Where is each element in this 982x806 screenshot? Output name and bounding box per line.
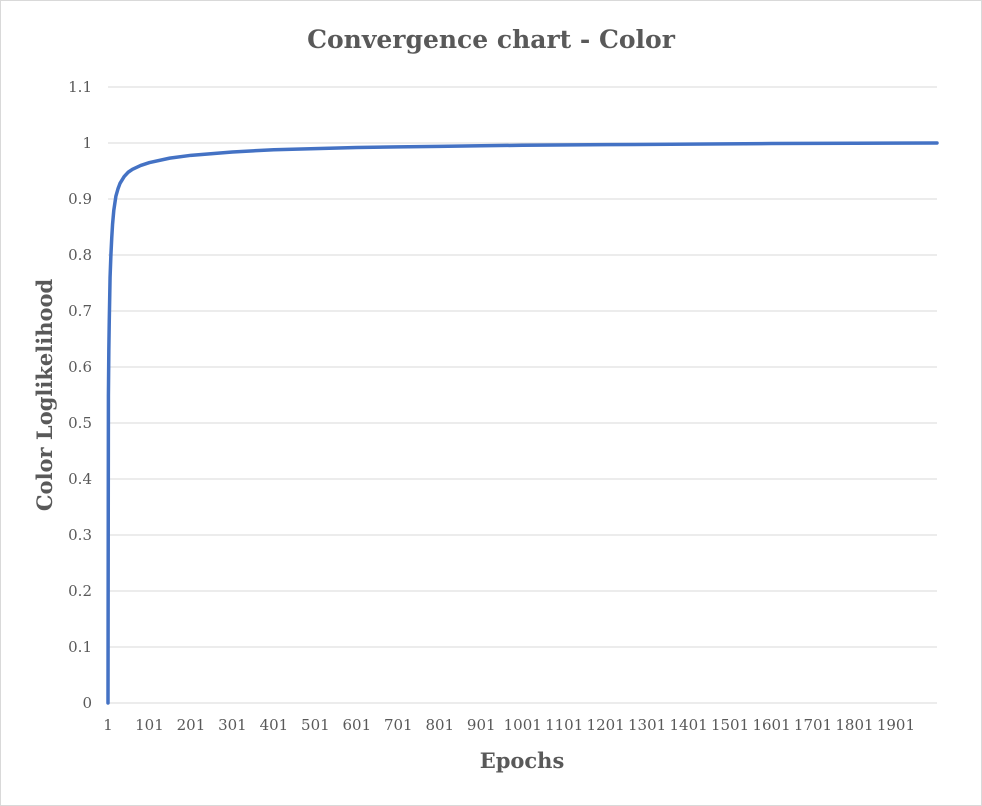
- y-tick-label: 0.4: [68, 470, 92, 488]
- y-tick-label: 0.2: [68, 582, 92, 600]
- x-tick-label: 101: [135, 716, 164, 734]
- chart-title: Convergence chart - Color: [307, 25, 676, 54]
- x-tick-label: 1601: [752, 716, 790, 734]
- x-tick-label: 1901: [877, 716, 915, 734]
- y-axis-ticks: 0 0.1 0.2 0.3 0.4 0.5 0.6 0.7 0.8 0.9 1 1.1: [68, 78, 92, 712]
- x-tick-label: 601: [343, 716, 372, 734]
- x-tick-label: 901: [467, 716, 496, 734]
- y-tick-label: 0.8: [68, 246, 92, 264]
- x-tick-label: 1801: [835, 716, 873, 734]
- x-tick-label: 1701: [794, 716, 832, 734]
- x-tick-label: 401: [260, 716, 289, 734]
- y-tick-label: 0.7: [68, 302, 92, 320]
- y-tick-label: 0: [82, 694, 92, 712]
- y-tick-label: 1.1: [68, 78, 92, 96]
- y-tick-label: 0.6: [68, 358, 92, 376]
- x-axis-title: Epochs: [480, 748, 565, 773]
- x-tick-label: 701: [384, 716, 413, 734]
- x-tick-label: 1301: [628, 716, 666, 734]
- series-line: [106, 141, 939, 705]
- x-tick-label: 501: [301, 716, 330, 734]
- y-tick-label: 1: [82, 134, 92, 152]
- y-axis-title: Color Loglikelihood: [32, 279, 57, 512]
- y-tick-label: 0.9: [68, 190, 92, 208]
- x-tick-label: 201: [177, 716, 206, 734]
- x-tick-label: 301: [218, 716, 247, 734]
- y-tick-label: 0.5: [68, 414, 92, 432]
- y-tick-label: 0.1: [68, 638, 92, 656]
- x-tick-label: 1201: [587, 716, 625, 734]
- x-tick-label: 1501: [711, 716, 749, 734]
- x-tick-label: 801: [425, 716, 454, 734]
- y-tick-label: 0.3: [68, 526, 92, 544]
- x-tick-label: 1: [103, 716, 113, 734]
- x-tick-label: 1001: [504, 716, 542, 734]
- gridlines: [108, 86, 937, 648]
- x-axis-ticks: 1 101 201 301 401 501 601 701 801 901 1001 1101 1201…: [103, 716, 915, 734]
- x-tick-label: 1101: [545, 716, 583, 734]
- x-tick-label: 1401: [669, 716, 707, 734]
